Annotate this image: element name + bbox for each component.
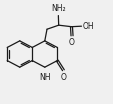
Text: OH: OH [82,22,93,31]
Text: NH: NH [39,73,50,82]
Text: O: O [68,38,74,47]
Text: O: O [60,73,66,82]
Text: NH₂: NH₂ [51,4,65,13]
